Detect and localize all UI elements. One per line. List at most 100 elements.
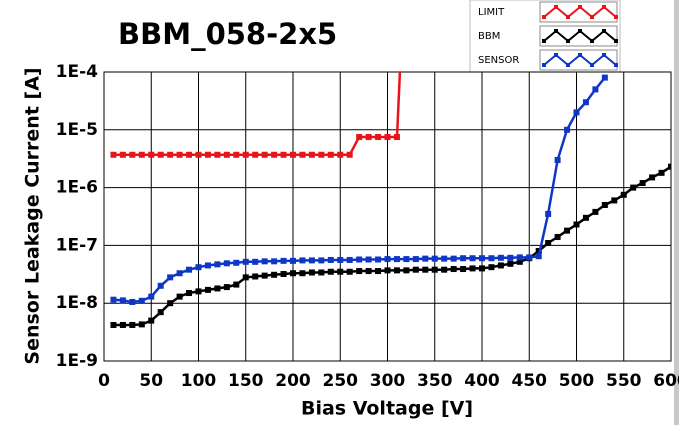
data-point [148, 293, 155, 300]
data-point [573, 109, 580, 116]
data-point [271, 258, 278, 265]
data-point [450, 255, 457, 262]
data-point [119, 321, 126, 328]
legend-marker [578, 29, 582, 33]
legend-marker [542, 39, 546, 43]
data-point [422, 255, 429, 262]
data-point [479, 255, 485, 262]
data-point [441, 266, 448, 273]
data-point [280, 271, 287, 278]
chart-title: BBM_058-2x5 [118, 17, 337, 51]
data-point [167, 300, 174, 307]
legend-marker [578, 5, 582, 9]
x-tick-label: 450 [512, 371, 548, 391]
data-point [252, 273, 259, 280]
data-point [157, 282, 164, 289]
data-point [346, 268, 353, 275]
data-point [261, 258, 268, 265]
data-point [356, 134, 363, 141]
data-point [204, 151, 211, 158]
plot-series [110, 72, 671, 328]
data-point [242, 258, 249, 265]
frame-edge [674, 0, 679, 425]
data-point [308, 151, 315, 158]
data-point [526, 254, 533, 261]
y-tick-label: 1E-7 [56, 235, 98, 255]
data-point [167, 274, 174, 281]
data-point [469, 255, 476, 262]
data-point [271, 151, 278, 158]
legend-marker [554, 53, 558, 57]
data-point [384, 267, 391, 274]
data-point [601, 74, 608, 81]
y-tick-label: 1E-6 [56, 178, 98, 198]
data-point [148, 317, 155, 324]
x-tick-label: 200 [275, 371, 311, 391]
data-point [460, 266, 467, 273]
x-tick-label: 400 [464, 371, 500, 391]
legend-marker [614, 39, 618, 43]
data-point [564, 126, 571, 133]
legend-marker [590, 39, 594, 43]
data-point [318, 257, 325, 264]
data-point [308, 257, 315, 264]
data-point [639, 180, 646, 187]
legend-marker [590, 15, 594, 19]
data-point [611, 197, 618, 204]
y-tick-label: 1E-9 [56, 351, 98, 371]
legend-marker [578, 53, 582, 57]
data-point [110, 321, 117, 328]
data-point [507, 254, 514, 261]
data-point [195, 288, 202, 295]
data-point [299, 151, 306, 158]
legend-marker [590, 63, 594, 67]
data-point [214, 285, 221, 292]
data-point [299, 257, 306, 264]
data-point [393, 134, 400, 141]
data-point [469, 265, 476, 272]
data-point [592, 86, 599, 93]
legend-marker [566, 15, 570, 19]
legend-marker [542, 15, 546, 19]
data-point [356, 268, 363, 275]
data-point [554, 157, 561, 164]
legend-marker [602, 29, 606, 33]
data-point [148, 151, 155, 158]
y-tick-label: 1E-8 [56, 293, 98, 313]
data-point [393, 267, 400, 274]
data-point [233, 259, 240, 266]
data-point [507, 260, 514, 267]
data-point [195, 264, 202, 271]
data-point [384, 134, 391, 141]
data-point [327, 151, 334, 158]
data-point [186, 266, 193, 273]
x-tick-label: 300 [370, 371, 406, 391]
data-point [365, 134, 372, 141]
x-axis-label: Bias Voltage [V] [301, 398, 473, 420]
data-point [204, 286, 211, 293]
data-point [129, 151, 136, 158]
data-point [375, 256, 382, 263]
legend-marker [542, 63, 546, 67]
data-point [431, 266, 438, 273]
legend-swatch-box [539, 49, 618, 71]
data-point [195, 151, 202, 158]
data-point [223, 260, 230, 267]
data-point [176, 270, 183, 277]
legend-marker [614, 15, 618, 19]
x-tick-label: 50 [139, 371, 163, 391]
data-point [545, 240, 552, 247]
data-point [545, 210, 552, 217]
data-point [497, 254, 504, 261]
data-point [668, 163, 671, 170]
y-tick-label: 1E-5 [56, 120, 98, 140]
data-point [299, 270, 306, 277]
legend-marker [566, 63, 570, 67]
data-point [630, 184, 637, 191]
x-tick-label: 500 [559, 371, 595, 391]
data-point [290, 257, 296, 264]
data-point [318, 269, 325, 276]
data-point [488, 255, 495, 262]
data-point [233, 151, 240, 158]
data-point [233, 281, 240, 288]
